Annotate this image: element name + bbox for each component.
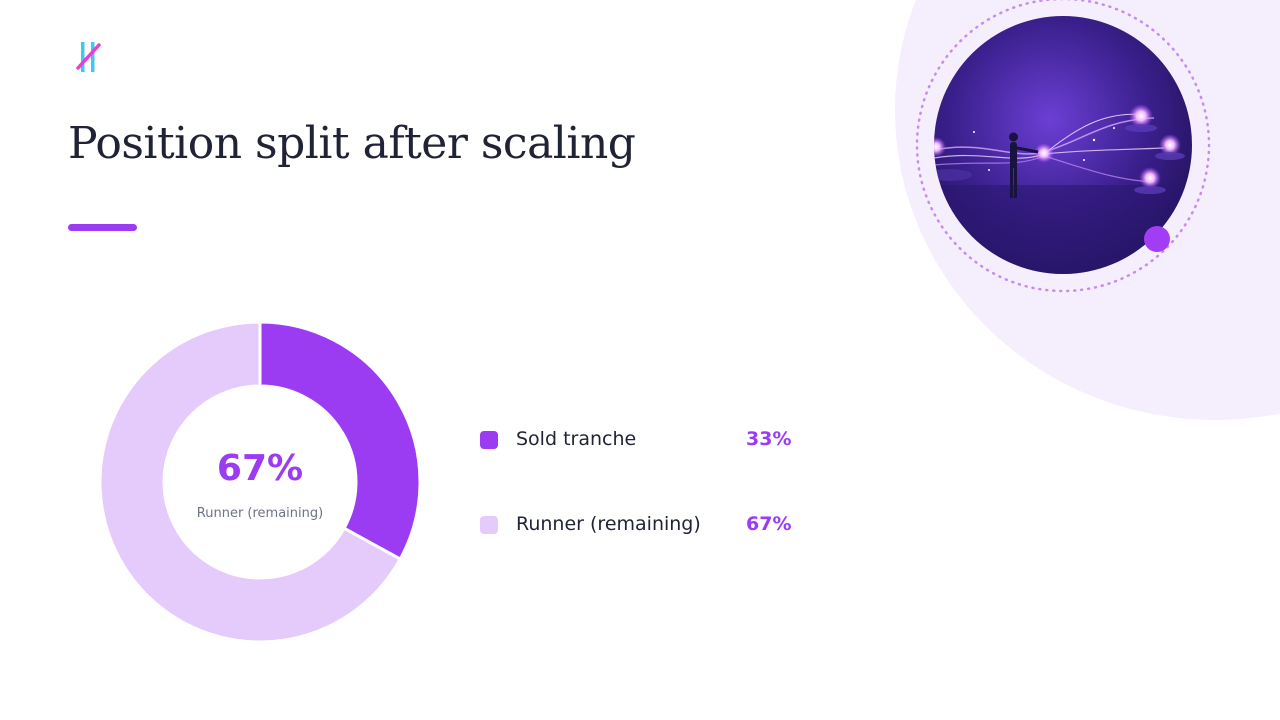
brand-logo-icon xyxy=(76,42,101,72)
title-underline xyxy=(68,224,137,231)
legend-label: Runner (remaining) xyxy=(516,513,701,535)
donut-chart xyxy=(98,320,422,644)
donut-center-value: 67% xyxy=(216,448,304,489)
slide-title: Position split after scaling xyxy=(68,118,636,169)
legend-swatch xyxy=(480,516,498,534)
donut-center-label: Runner (remaining) xyxy=(196,506,324,521)
legend-label: Sold tranche xyxy=(516,428,637,450)
hero-illustration xyxy=(915,0,1211,293)
legend-value: 67% xyxy=(746,513,792,535)
legend-swatch xyxy=(480,431,498,449)
legend-item-runner-remaining: Runner (remaining) 67% xyxy=(480,510,820,540)
legend-item-sold-tranche: Sold tranche 33% xyxy=(480,425,820,455)
donut-slice-sold-tranche xyxy=(258,320,422,562)
legend-value: 33% xyxy=(746,428,792,450)
donut-slice-runner-remaining xyxy=(98,320,403,644)
